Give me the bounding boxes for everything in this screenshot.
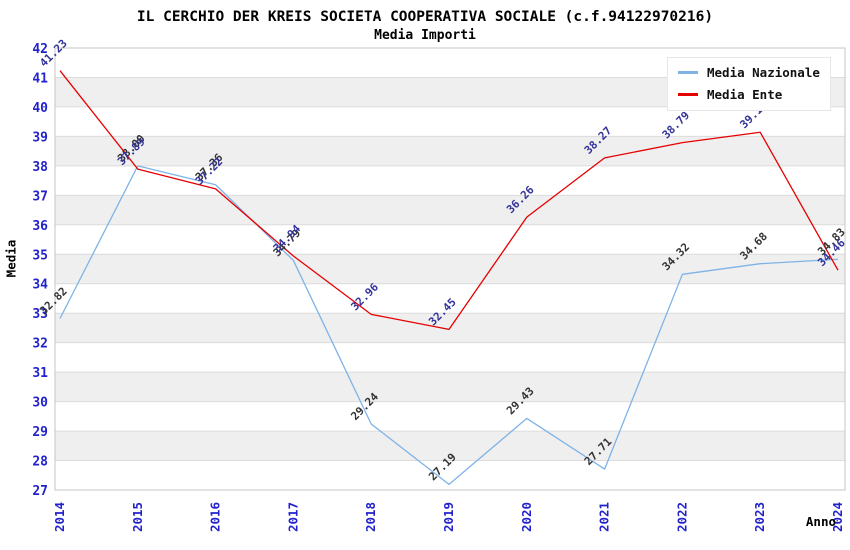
grid-band xyxy=(55,195,845,225)
grid-band xyxy=(55,431,845,461)
legend-item-media-nazionale: Media Nazionale xyxy=(678,65,820,80)
y-tick-label: 30 xyxy=(32,396,48,411)
x-tick-label: 2023 xyxy=(752,502,767,532)
legend-label-nazionale: Media Nazionale xyxy=(707,65,820,80)
x-tick-label: 2020 xyxy=(519,502,534,532)
x-tick-label: 2015 xyxy=(130,502,145,532)
x-tick-label: 2014 xyxy=(52,502,67,532)
grid-band xyxy=(55,224,845,255)
legend-label-ente: Media Ente xyxy=(707,87,783,102)
x-tick-label: 2021 xyxy=(597,502,612,532)
x-tick-label: 2016 xyxy=(208,502,223,532)
y-tick-label: 28 xyxy=(32,455,48,470)
y-tick-label: 35 xyxy=(32,248,48,263)
grid-band xyxy=(55,283,845,314)
y-tick-label: 27 xyxy=(32,484,48,499)
chart-subtitle: Media Importi xyxy=(374,28,476,43)
y-tick-label: 38 xyxy=(32,160,48,175)
y-tick-label: 31 xyxy=(32,366,48,381)
y-tick-label: 40 xyxy=(32,101,48,116)
y-tick-label: 33 xyxy=(32,307,48,322)
grid-band xyxy=(55,165,845,196)
y-tick-label: 29 xyxy=(32,425,48,440)
x-axis-title: Anno xyxy=(805,514,836,529)
y-tick-label: 41 xyxy=(32,71,48,86)
grid-band xyxy=(55,106,845,137)
y-tick-label: 42 xyxy=(32,42,48,57)
legend: Media Nazionale Media Ente xyxy=(667,57,831,111)
grid-band xyxy=(55,401,845,432)
series-line-media-ente xyxy=(59,70,839,331)
x-tick-label: 2017 xyxy=(285,502,300,532)
y-tick-label: 32 xyxy=(32,337,48,352)
x-tick-label: 2018 xyxy=(363,502,378,532)
y-tick-label: 37 xyxy=(32,189,48,204)
y-tick-label: 34 xyxy=(32,278,48,293)
legend-swatch-ente xyxy=(678,93,698,96)
x-tick-label: 2022 xyxy=(674,502,689,532)
x-tick-label: 2019 xyxy=(441,502,456,532)
y-tick-label: 39 xyxy=(32,130,48,145)
legend-item-media-ente: Media Ente xyxy=(678,87,820,102)
y-tick-label: 36 xyxy=(32,219,48,234)
grid-band xyxy=(55,460,845,490)
plot-border xyxy=(54,47,846,491)
legend-swatch-nazionale xyxy=(678,71,698,74)
series-line-media-nazionale xyxy=(59,165,839,486)
grid-band xyxy=(55,372,845,402)
grid-band xyxy=(55,136,845,166)
y-axis-title: Media xyxy=(3,239,19,278)
grid-band xyxy=(55,342,845,373)
chart-title: IL CERCHIO DER KREIS SOCIETA COOPERATIVA… xyxy=(136,9,714,25)
x-tick-label: 2024 xyxy=(830,502,845,532)
grid-band xyxy=(55,254,845,284)
